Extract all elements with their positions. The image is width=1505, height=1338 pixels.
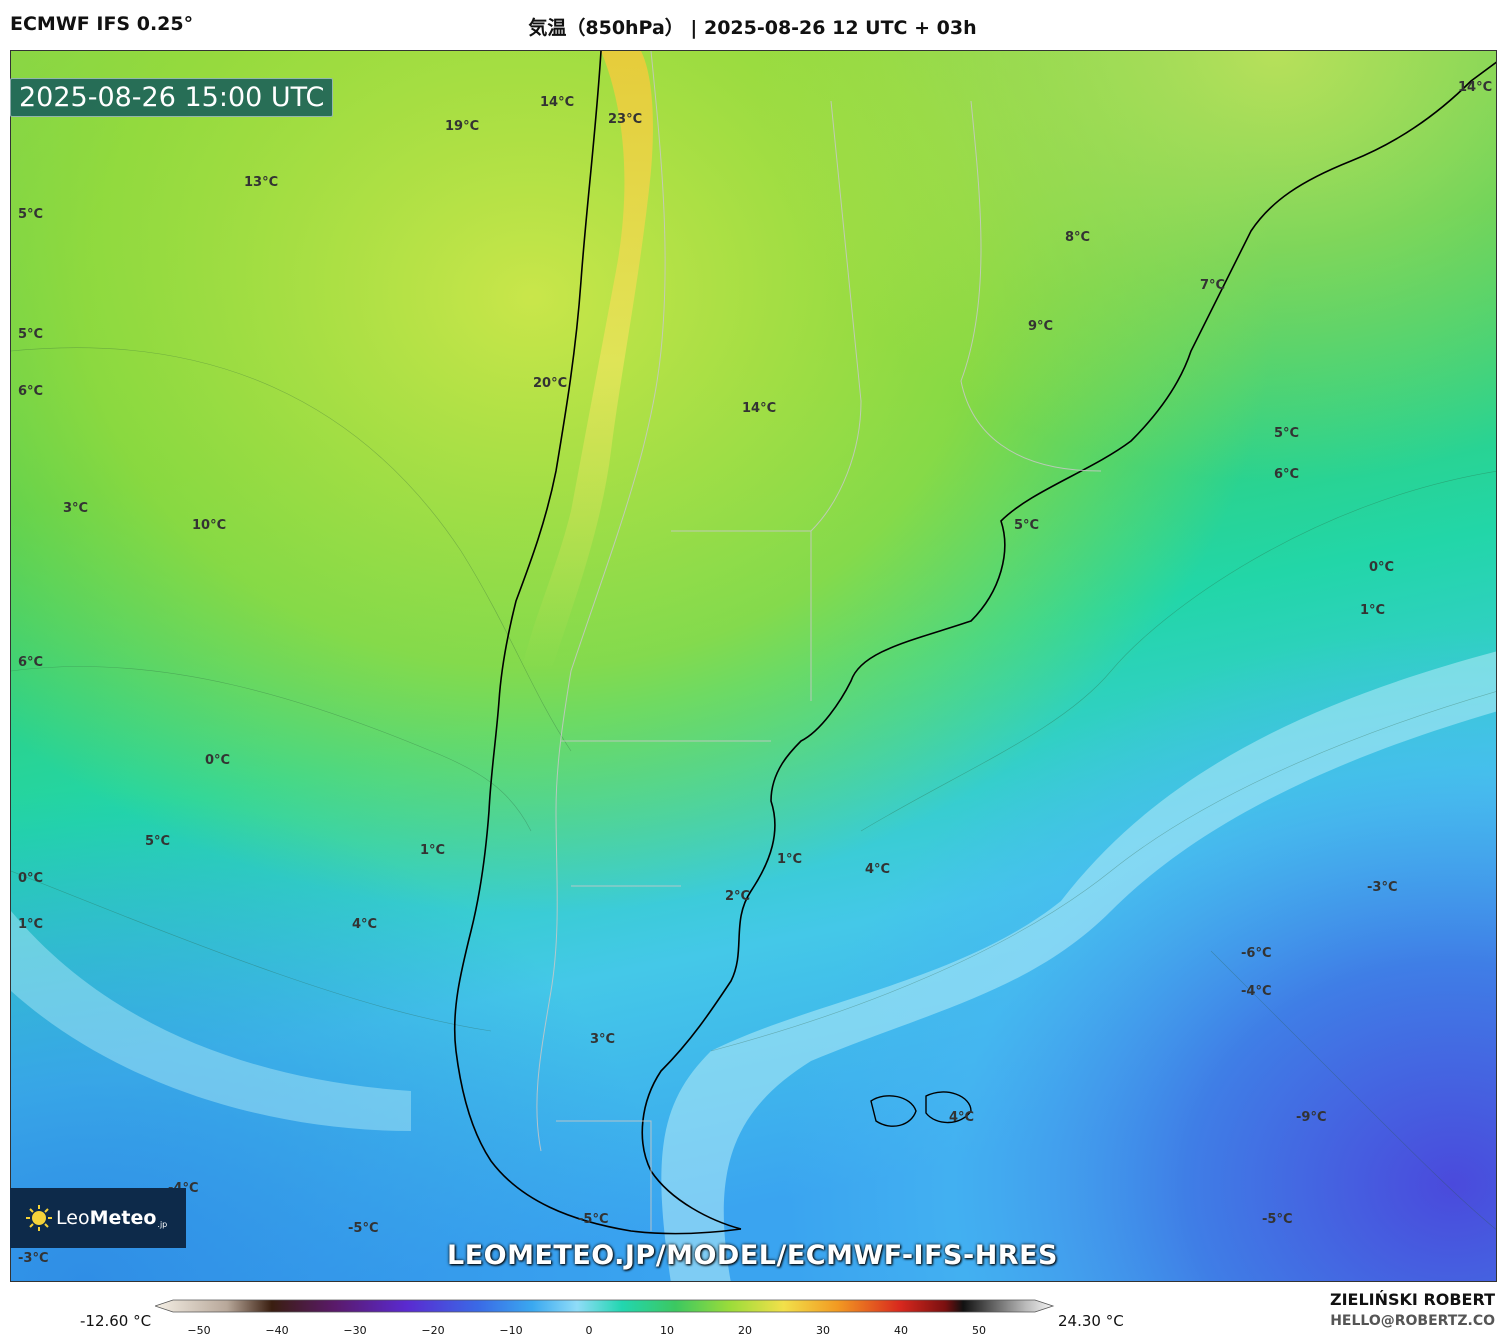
colorbar-max-label: 24.30 °C (1058, 1312, 1124, 1330)
logo-text: LeoMeteo.jp (56, 1207, 168, 1229)
colorbar-tick: −40 (265, 1324, 289, 1337)
temp-label: 9°C (1028, 319, 1054, 334)
temp-label: 10°C (192, 518, 227, 533)
temp-label: 13°C (244, 175, 279, 190)
falkland-islands (870, 1091, 972, 1127)
temp-label: 0°C (18, 871, 44, 886)
temp-label: 0°C (205, 753, 231, 768)
colorbar-min-label: -12.60 °C (80, 1312, 152, 1330)
temp-label: 4°C (352, 917, 378, 932)
coastline (453, 51, 1496, 1235)
temp-label: 1°C (18, 917, 44, 932)
temp-label: 5°C (18, 327, 44, 342)
colorbar-tick: −50 (187, 1324, 211, 1337)
temp-label: 23°C (608, 112, 643, 127)
colorbar-tick: 40 (894, 1324, 908, 1337)
temp-label: -9°C (1296, 1110, 1327, 1125)
colorbar-tick: 30 (816, 1324, 830, 1337)
temp-label: -5°C (1262, 1212, 1293, 1227)
temp-label: 14°C (1458, 80, 1493, 95)
colorbar-tick: −10 (499, 1324, 523, 1337)
borders (536, 51, 1102, 1231)
temp-label: 6°C (18, 384, 44, 399)
temp-label: 2°C (725, 889, 751, 904)
temp-label: 14°C (742, 401, 777, 416)
model-name: ECMWF IFS 0.25° (10, 13, 194, 35)
temp-label: 19°C (445, 119, 480, 134)
temp-label: -4°C (1241, 984, 1272, 999)
temp-label: 5°C (1014, 518, 1040, 533)
temp-label: 1°C (777, 852, 803, 867)
colorbar-tick: −30 (343, 1324, 367, 1337)
temp-label: 7°C (1200, 278, 1226, 293)
temp-label: -3°C (1367, 880, 1398, 895)
temp-label: -3°C (18, 1251, 49, 1266)
temp-label: 1°C (1360, 603, 1386, 618)
chart-title: 気温（850hPa） | 2025-08-26 12 UTC + 03h (528, 17, 977, 39)
watermark-url: LEOMETEO.JP/MODEL/ECMWF-IFS-HRES (447, 1240, 1058, 1271)
temp-label: 5°C (1274, 426, 1300, 441)
temp-label: 1°C (420, 843, 446, 858)
colorbar-tick: 10 (660, 1324, 674, 1337)
colorbar (155, 1299, 1055, 1313)
temp-label: -5°C (348, 1221, 379, 1236)
sun-icon (26, 1205, 52, 1231)
colorbar-tick: 20 (738, 1324, 752, 1337)
author-email[interactable]: HELLO@ROBERTZ.CO (1330, 1313, 1495, 1329)
valid-time-badge: 2025-08-26 15:00 UTC (10, 78, 334, 117)
temp-label: -5°C (578, 1212, 609, 1227)
temp-label: 20°C (533, 376, 568, 391)
temp-label: 8°C (1065, 230, 1091, 245)
temp-label: -6°C (1241, 946, 1272, 961)
temp-label: 0°C (1369, 560, 1395, 575)
temp-label: 3°C (63, 501, 89, 516)
temp-label: 14°C (540, 95, 575, 110)
temp-label: 3°C (590, 1032, 616, 1047)
temp-label: 5°C (18, 207, 44, 222)
author-name: ZIELIŃSKI ROBERT (1329, 1290, 1495, 1309)
colorbar-tick: 50 (972, 1324, 986, 1337)
temp-label: 6°C (18, 655, 44, 670)
leometeo-logo[interactable]: LeoMeteo.jp (10, 1188, 186, 1248)
colorbar-tick: 0 (585, 1324, 593, 1337)
temp-label: 4°C (949, 1110, 975, 1125)
temperature-map[interactable]: 14°C 23°C 19°C 13°C 5°C 5°C 6°C 20°C 14°… (10, 50, 1497, 1282)
temp-label: 5°C (145, 834, 171, 849)
temp-label: 6°C (1274, 467, 1300, 482)
colorbar-tick: −20 (421, 1324, 445, 1337)
temp-label: 4°C (865, 862, 891, 877)
map-canvas (11, 51, 1496, 1281)
